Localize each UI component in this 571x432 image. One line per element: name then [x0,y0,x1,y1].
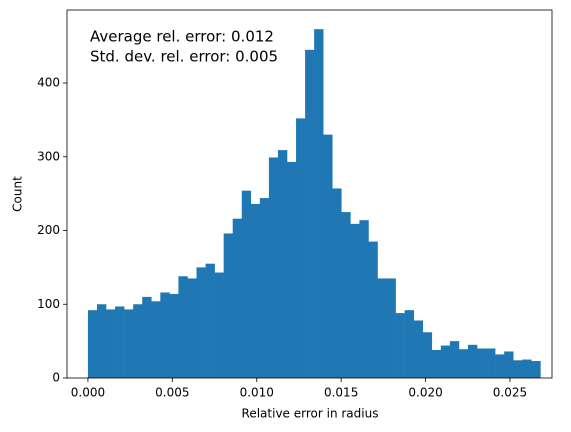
axes-frame [66,9,553,379]
bar [395,313,405,378]
bar [259,198,270,378]
bar [404,310,414,378]
bar [422,332,433,378]
bar [368,241,378,378]
annotation: Average rel. error: 0.012 [90,28,274,46]
bar [486,348,496,378]
bar [268,157,279,378]
bar [305,49,315,379]
x-tick-label: 0.025 [493,386,527,400]
bar [187,278,197,378]
bar [142,296,152,378]
bar [115,306,125,378]
y-tick-label: 200 [37,223,60,237]
bar [277,150,288,378]
bar [214,272,224,378]
bar [124,309,134,378]
bar [350,223,360,378]
x-axis-label: Relative error in radius [242,407,379,421]
bar [495,354,505,378]
bar [241,190,252,378]
bar [106,309,116,378]
bar [223,233,234,378]
bar [196,267,206,378]
bar [205,263,215,378]
annotation: Std. dev. rel. error: 0.005 [90,48,278,66]
bar [513,360,523,378]
bar [178,276,188,378]
bar [160,292,170,378]
bar [413,320,424,378]
x-tick-label: 0.020 [408,386,442,400]
bar [341,212,351,378]
bar [522,359,532,378]
bar [449,341,460,378]
bar [440,345,451,378]
x-tick-label: 0.015 [324,386,358,400]
bar [332,188,342,378]
bar [504,351,514,378]
x-tick-label: 0.010 [240,386,274,400]
y-tick-label: 0 [52,371,60,385]
bar [133,304,143,378]
bar [359,220,369,378]
bar [151,301,161,378]
bar [386,278,396,378]
bar [377,278,387,378]
bar [286,161,297,378]
bar [431,349,442,378]
bar [87,310,98,378]
bar [296,118,306,379]
y-axis-label: Count [11,176,25,212]
bar [232,218,243,378]
y-tick-label: 400 [37,76,60,90]
x-tick-label: 0.000 [71,386,105,400]
bar [531,361,541,378]
bar [169,293,179,378]
bar [323,134,333,378]
bar [314,29,324,379]
bar [477,348,487,378]
bar [458,349,469,378]
y-tick-label: 100 [37,297,60,311]
x-tick-label: 0.005 [155,386,189,400]
bar [96,304,107,378]
bar [250,203,261,378]
bar [467,344,478,378]
y-tick-label: 300 [37,149,60,163]
